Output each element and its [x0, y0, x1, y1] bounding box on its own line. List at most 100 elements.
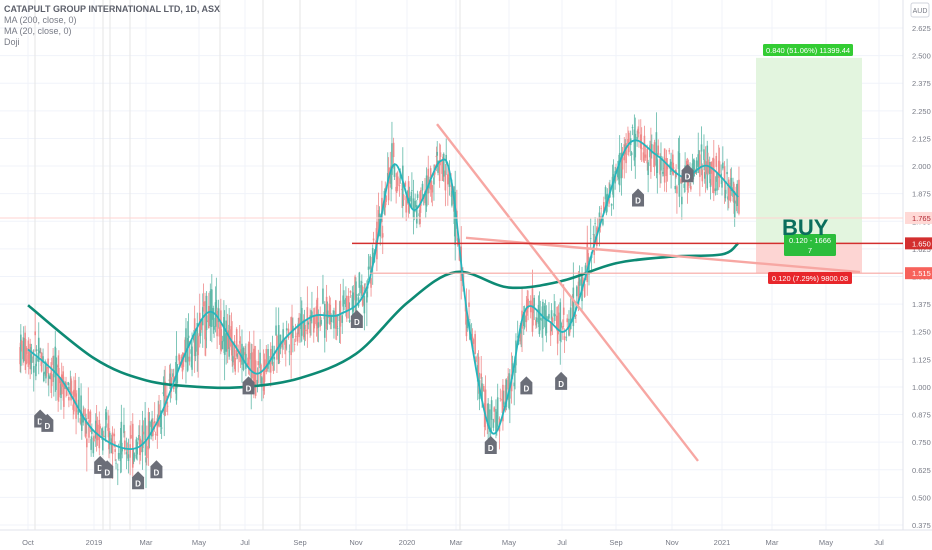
candle-body	[50, 374, 53, 387]
candle-body	[108, 427, 110, 450]
candle-body	[247, 343, 250, 365]
candle-body	[562, 307, 565, 315]
candle-body	[649, 145, 651, 158]
candle-body	[603, 202, 605, 212]
time-tick-label: Mar	[450, 538, 463, 547]
study-ma20[interactable]: MA (20, close, 0)	[4, 26, 72, 36]
candle-body	[496, 413, 498, 427]
candle-body	[164, 381, 166, 416]
candle-body	[25, 348, 28, 355]
study-ma200[interactable]: MA (200, close, 0)	[4, 15, 77, 25]
level-tag-text: 1.515	[912, 269, 931, 278]
candle-body	[323, 303, 326, 338]
candle-body	[522, 311, 525, 327]
price-tick-label: 0.750	[912, 438, 931, 447]
candle-body	[633, 129, 636, 161]
candle-body	[630, 152, 633, 156]
candle-body	[55, 365, 58, 367]
study-doji[interactable]: Doji	[4, 37, 20, 47]
doji-shape	[101, 460, 114, 479]
candle-body	[708, 162, 711, 174]
candle-body	[279, 334, 282, 349]
time-tick-label: May	[819, 538, 833, 547]
candle-body	[293, 344, 296, 345]
candle-body	[259, 352, 261, 369]
candle-body	[660, 155, 662, 171]
candle-body	[356, 294, 358, 296]
candle-body	[208, 305, 210, 329]
candle-body	[582, 277, 584, 285]
candle-body	[617, 167, 619, 178]
candle-body	[691, 163, 694, 170]
doji-marker: D	[681, 164, 694, 183]
candle-body	[235, 329, 238, 357]
candle-body	[60, 384, 62, 399]
candle-body	[533, 297, 535, 307]
position-label-text: 0.120 - 1666	[789, 236, 831, 245]
candle-body	[698, 154, 700, 157]
candle-body	[729, 182, 732, 202]
trendline-down	[436, 123, 699, 462]
symbol-title: CATAPULT GROUP INTERNATIONAL LTD, 1D, AS…	[4, 4, 220, 14]
candle-body	[25, 359, 27, 365]
candle-body	[713, 158, 715, 194]
candle-body	[439, 152, 442, 157]
chart-legend: CATAPULT GROUP INTERNATIONAL LTD, 1D, AS…	[4, 4, 220, 48]
candle-body	[483, 386, 485, 392]
candle-body	[70, 378, 72, 401]
candle-body	[330, 314, 333, 322]
currency-button[interactable]: AUD	[910, 2, 930, 18]
candle-body	[20, 340, 23, 345]
candle-body	[611, 176, 614, 185]
candle-body	[163, 383, 166, 416]
time-tick-label: Nov	[665, 538, 679, 547]
candle-body	[311, 311, 313, 316]
candle-body	[565, 336, 568, 338]
price-tick-label: 2.500	[912, 52, 931, 61]
candle-body	[655, 132, 658, 166]
candle-body	[124, 440, 126, 451]
candle-body	[287, 328, 290, 338]
candle-body	[662, 167, 665, 169]
candle-body	[625, 143, 627, 164]
candle-body	[126, 449, 129, 451]
candle-body	[348, 320, 351, 322]
candle-body	[303, 321, 306, 329]
candle-body	[153, 421, 156, 424]
candle-body	[527, 298, 529, 309]
candle-body	[107, 423, 109, 431]
candle-body	[438, 159, 441, 182]
candle-body	[53, 372, 55, 378]
candle-body	[419, 191, 421, 224]
candle-body	[267, 349, 269, 369]
level-tag-bg	[905, 267, 932, 280]
candle-body	[556, 319, 559, 344]
candle-body	[499, 398, 502, 399]
candle-body	[179, 361, 181, 364]
candle-body	[385, 195, 387, 203]
candle-body	[441, 159, 443, 174]
candle-body	[90, 439, 92, 450]
doji-shape	[555, 371, 568, 390]
candle-body	[631, 127, 634, 129]
candle-body	[559, 302, 562, 341]
candle-body	[444, 170, 447, 191]
candle-body	[319, 314, 321, 327]
currency-button-frame	[910, 2, 930, 18]
candle-body	[665, 158, 668, 177]
candle-body	[681, 196, 683, 205]
candle-body	[42, 372, 45, 382]
candle-body	[472, 339, 475, 344]
candle-body	[67, 382, 69, 386]
candle-body	[580, 279, 582, 286]
price-tick-label: 1.875	[912, 190, 931, 199]
candle-body	[402, 194, 405, 201]
candle-body	[32, 356, 34, 358]
candle-body	[346, 295, 348, 319]
price-tick-label: 0.375	[912, 521, 931, 530]
candle-body	[560, 322, 562, 328]
candle-body	[437, 160, 439, 173]
candle-body	[538, 309, 541, 335]
candle-body	[704, 161, 707, 175]
